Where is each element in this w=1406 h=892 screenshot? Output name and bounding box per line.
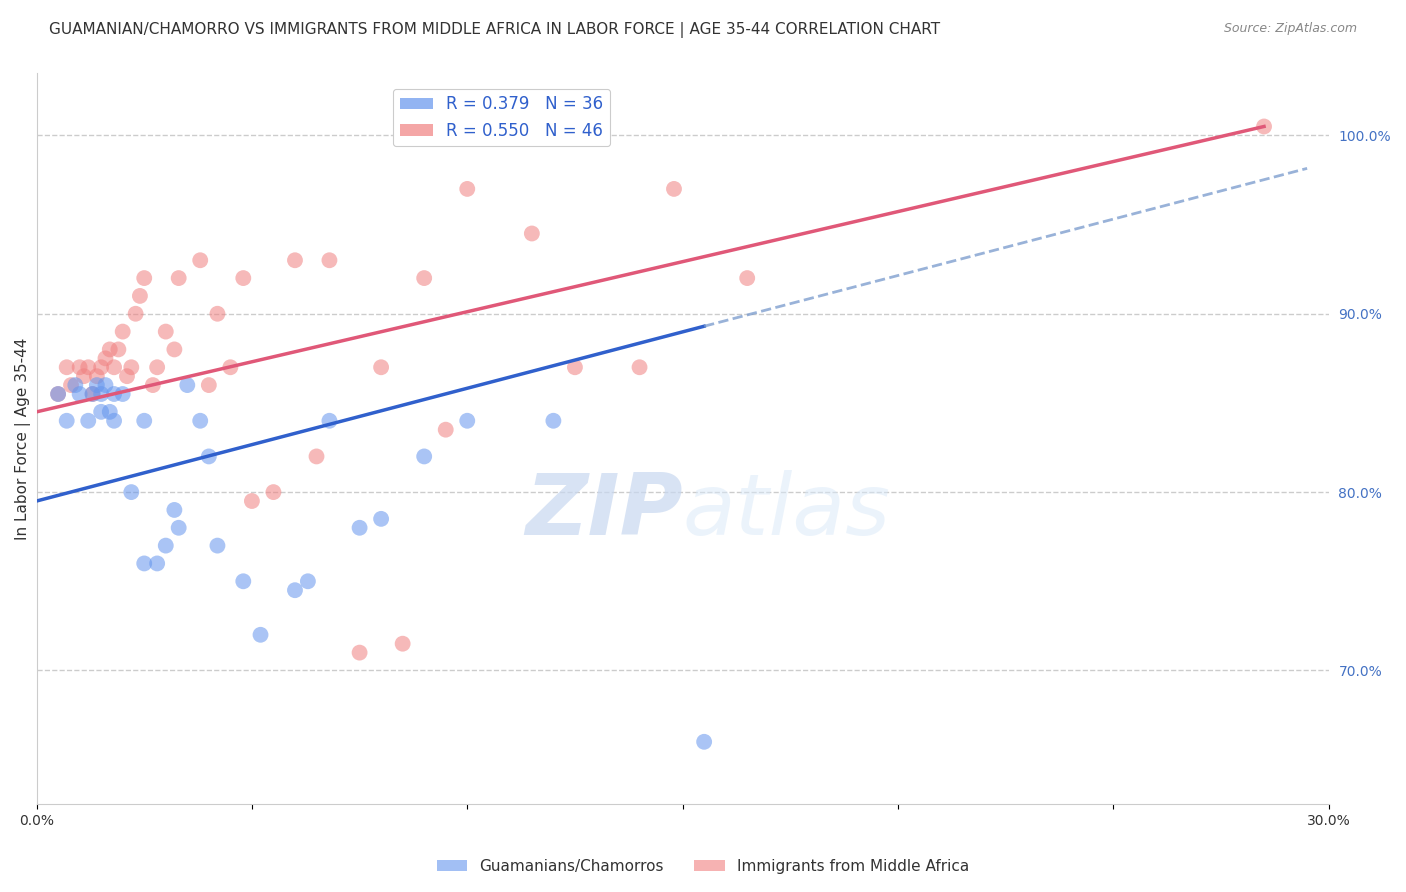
- Point: [73, 369, 96, 384]
- Point: [103, 360, 125, 375]
- Legend: Guamanians/Chamorros, Immigrants from Middle Africa: Guamanians/Chamorros, Immigrants from Mi…: [430, 853, 976, 880]
- Point: [69, 360, 91, 375]
- Point: [456, 414, 478, 428]
- Point: [176, 378, 198, 392]
- Point: [305, 450, 328, 464]
- Point: [543, 414, 565, 428]
- Point: [693, 735, 716, 749]
- Point: [262, 485, 284, 500]
- Point: [82, 387, 104, 401]
- Legend: R = 0.379   N = 36, R = 0.550   N = 46: R = 0.379 N = 36, R = 0.550 N = 46: [394, 88, 610, 146]
- Point: [90, 387, 112, 401]
- Point: [146, 557, 169, 571]
- Point: [115, 369, 138, 384]
- Point: [98, 343, 121, 357]
- Point: [413, 271, 436, 285]
- Point: [46, 387, 69, 401]
- Point: [318, 414, 340, 428]
- Point: [111, 387, 134, 401]
- Point: [198, 450, 221, 464]
- Point: [370, 512, 392, 526]
- Point: [297, 574, 319, 589]
- Point: [456, 182, 478, 196]
- Point: [69, 387, 91, 401]
- Point: [207, 539, 229, 553]
- Point: [284, 253, 307, 268]
- Point: [232, 574, 254, 589]
- Point: [413, 450, 436, 464]
- Point: [349, 521, 371, 535]
- Point: [207, 307, 229, 321]
- Point: [284, 583, 307, 598]
- Text: GUAMANIAN/CHAMORRO VS IMMIGRANTS FROM MIDDLE AFRICA IN LABOR FORCE | AGE 35-44 C: GUAMANIAN/CHAMORRO VS IMMIGRANTS FROM MI…: [49, 22, 941, 38]
- Point: [86, 369, 108, 384]
- Point: [46, 387, 69, 401]
- Point: [90, 405, 112, 419]
- Point: [124, 307, 146, 321]
- Point: [55, 414, 77, 428]
- Point: [564, 360, 586, 375]
- Point: [520, 227, 543, 241]
- Point: [94, 351, 117, 366]
- Point: [65, 378, 87, 392]
- Point: [188, 414, 211, 428]
- Point: [111, 325, 134, 339]
- Point: [155, 325, 177, 339]
- Y-axis label: In Labor Force | Age 35-44: In Labor Force | Age 35-44: [15, 337, 31, 540]
- Point: [628, 360, 651, 375]
- Point: [219, 360, 242, 375]
- Point: [163, 503, 186, 517]
- Point: [120, 360, 142, 375]
- Point: [232, 271, 254, 285]
- Point: [391, 637, 413, 651]
- Point: [349, 646, 371, 660]
- Point: [60, 378, 83, 392]
- Point: [662, 182, 685, 196]
- Point: [434, 423, 457, 437]
- Point: [90, 360, 112, 375]
- Point: [134, 414, 156, 428]
- Point: [98, 405, 121, 419]
- Point: [146, 360, 169, 375]
- Point: [163, 343, 186, 357]
- Point: [134, 271, 156, 285]
- Point: [86, 378, 108, 392]
- Point: [142, 378, 165, 392]
- Point: [370, 360, 392, 375]
- Point: [103, 387, 125, 401]
- Point: [107, 343, 129, 357]
- Point: [155, 539, 177, 553]
- Point: [735, 271, 758, 285]
- Point: [240, 494, 263, 508]
- Point: [129, 289, 152, 303]
- Point: [167, 271, 190, 285]
- Point: [82, 387, 104, 401]
- Text: ZIP: ZIP: [524, 470, 682, 553]
- Point: [77, 360, 100, 375]
- Text: atlas: atlas: [682, 470, 890, 553]
- Point: [1253, 120, 1275, 134]
- Point: [134, 557, 156, 571]
- Point: [55, 360, 77, 375]
- Point: [77, 414, 100, 428]
- Point: [188, 253, 211, 268]
- Text: Source: ZipAtlas.com: Source: ZipAtlas.com: [1223, 22, 1357, 36]
- Point: [318, 253, 340, 268]
- Point: [94, 378, 117, 392]
- Point: [103, 414, 125, 428]
- Point: [249, 628, 271, 642]
- Point: [120, 485, 142, 500]
- Point: [167, 521, 190, 535]
- Point: [198, 378, 221, 392]
